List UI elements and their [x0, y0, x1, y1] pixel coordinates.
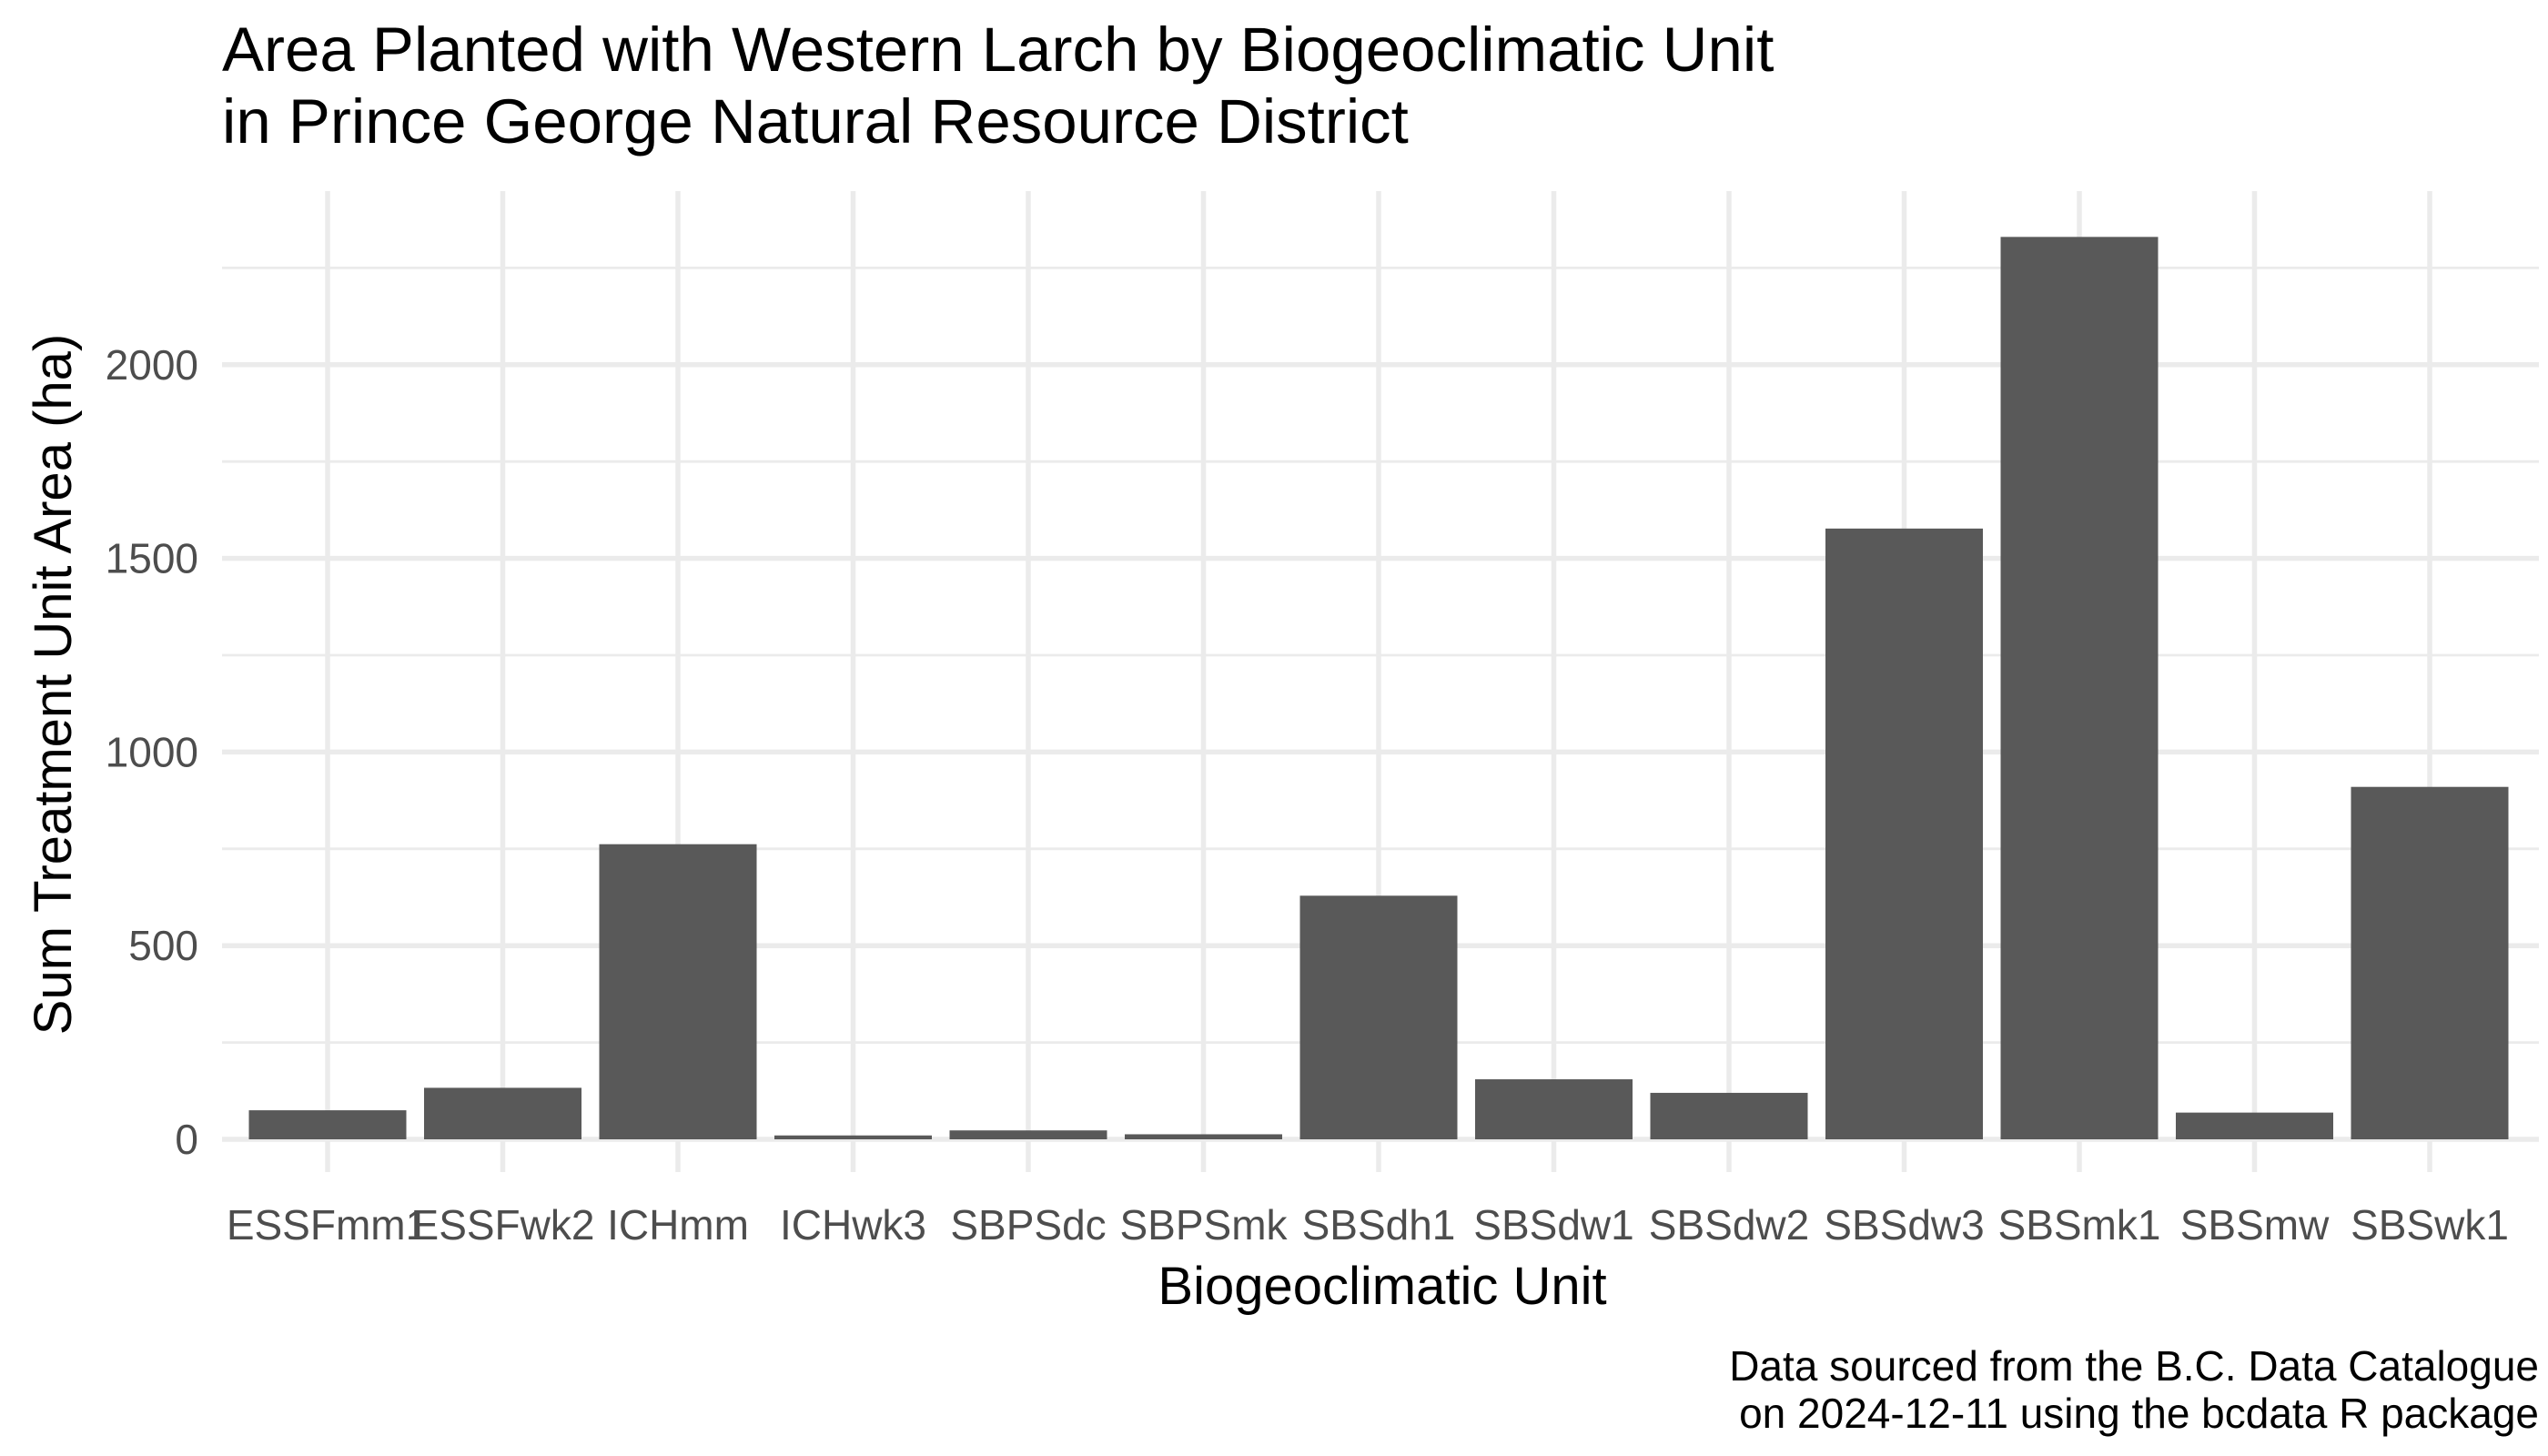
y-tick-label: 1500 [106, 535, 198, 582]
chart-title-line-2: in Prince George Natural Resource Distri… [222, 86, 1409, 157]
bar-sbsdh1 [1299, 895, 1458, 1139]
bar-essfmm1 [248, 1110, 407, 1139]
x-tick-label: SBSdh1 [1302, 1201, 1456, 1249]
bar-sbsmk1 [2000, 237, 2159, 1139]
x-tick-label: ICHmm [607, 1201, 749, 1249]
bar-sbpsmk [1125, 1134, 1282, 1139]
x-tick-label: ESSFmm1 [227, 1201, 429, 1249]
x-tick-label: SBSmk1 [1998, 1201, 2161, 1249]
y-tick-label: 0 [175, 1116, 198, 1163]
bar-essfwk2 [424, 1087, 581, 1139]
x-tick-label: SBSwk1 [2351, 1201, 2509, 1249]
x-axis-title: Biogeoclimatic Unit [1158, 1257, 1606, 1316]
x-tick-label: SBPSdc [950, 1201, 1106, 1249]
y-tick-label: 2000 [106, 341, 198, 389]
bar-sbsdw3 [1825, 528, 1983, 1139]
bar-sbsdw2 [1650, 1092, 1808, 1139]
x-tick-label: SBPSmk [1119, 1201, 1288, 1249]
bars [248, 237, 2509, 1139]
caption-line-1: Data sourced from the B.C. Data Catalogu… [1729, 1342, 2539, 1390]
y-tick-label: 500 [128, 922, 198, 969]
x-tick-label: SBSmw [2180, 1201, 2330, 1249]
x-tick-label: ESSFwk2 [411, 1201, 595, 1249]
bar-sbswk1 [2351, 786, 2509, 1139]
bar-ichmm [599, 844, 757, 1139]
bar-sbpsdc [949, 1130, 1107, 1139]
x-tick-label: SBSdw2 [1649, 1201, 1809, 1249]
x-tick-label: ICHwk3 [780, 1201, 926, 1249]
bar-ichwk3 [774, 1135, 932, 1139]
x-tick-label: SBSdw3 [1824, 1201, 1984, 1249]
chart-title-line-1: Area Planted with Western Larch by Bioge… [222, 15, 1774, 85]
y-tick-label: 1000 [106, 728, 198, 775]
caption-line-2: on 2024-12-11 using the bcdata R package [1739, 1390, 2539, 1437]
y-axis-title: Sum Treatment Unit Area (ha) [24, 334, 83, 1035]
bar-sbsdw1 [1475, 1079, 1633, 1139]
y-axis-ticks: 0 500 1000 1500 2000 [106, 341, 198, 1163]
x-tick-label: SBSdw1 [1473, 1201, 1633, 1249]
bar-sbsmw [2176, 1112, 2333, 1139]
